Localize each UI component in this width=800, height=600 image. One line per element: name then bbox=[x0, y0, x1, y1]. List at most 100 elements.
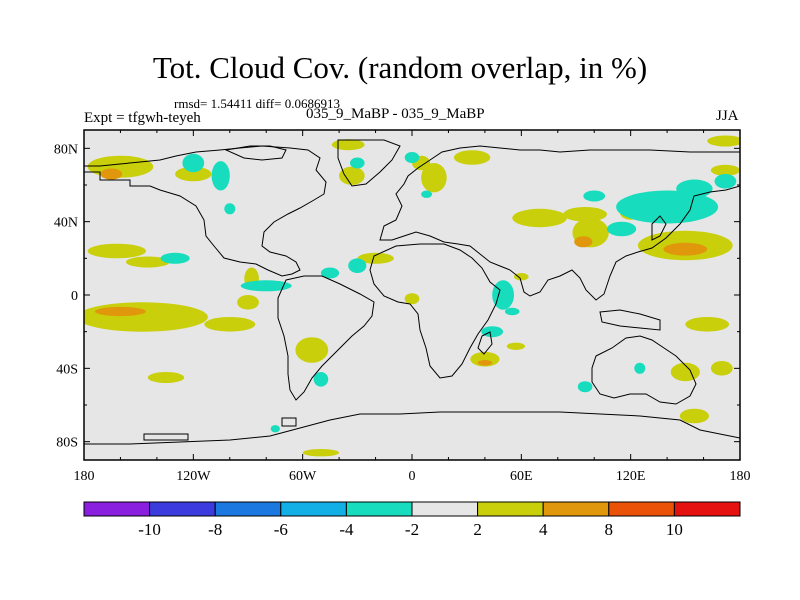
coastline-north-america bbox=[84, 145, 327, 277]
anomaly-region bbox=[211, 161, 230, 191]
anomaly-region bbox=[421, 190, 433, 198]
colorbar-bin bbox=[345, 501, 413, 517]
anomaly-regions bbox=[84, 135, 740, 457]
anomaly-region bbox=[224, 203, 236, 215]
anomaly-region bbox=[182, 153, 205, 173]
anomaly-region bbox=[481, 326, 504, 338]
anomaly-region bbox=[676, 179, 713, 198]
x-tick-label: 180 bbox=[730, 469, 751, 484]
anomaly-region bbox=[663, 242, 708, 256]
anomaly-region bbox=[563, 207, 607, 222]
experiment-label: 035_9_MaBP - 035_9_MaBP bbox=[306, 106, 485, 122]
anomaly-region bbox=[125, 256, 170, 268]
colorbar-label: -8 bbox=[208, 520, 222, 539]
anomaly-region bbox=[147, 372, 185, 383]
anomaly-region bbox=[339, 166, 365, 185]
anomaly-region bbox=[453, 150, 491, 165]
x-tick-label: 60W bbox=[289, 469, 317, 484]
anomaly-region bbox=[514, 273, 529, 281]
anomaly-region bbox=[348, 258, 367, 274]
coastline-southern-islands bbox=[281, 417, 297, 427]
anomaly-region bbox=[685, 317, 730, 332]
anomaly-region bbox=[707, 135, 740, 147]
colorbar-bin bbox=[673, 501, 741, 517]
coastline-maritime-asia bbox=[599, 309, 661, 331]
anomaly-region bbox=[175, 166, 212, 182]
coastline-antarctica bbox=[84, 411, 740, 445]
anomaly-region bbox=[357, 252, 394, 264]
stats-label: rmsd= 1.54411 diff= 0.0686913 bbox=[174, 96, 340, 111]
coastline-madagascar bbox=[477, 331, 493, 355]
anomaly-region bbox=[512, 208, 567, 228]
colorbar-bin bbox=[477, 501, 544, 517]
colorbar-bin bbox=[83, 501, 151, 517]
coastline-greenland bbox=[337, 139, 401, 187]
colorbar-label: -10 bbox=[138, 520, 161, 539]
coastline-arctic-islands bbox=[224, 145, 287, 161]
anomaly-region bbox=[313, 372, 329, 387]
anomaly-region bbox=[270, 425, 280, 433]
anomaly-region bbox=[616, 190, 719, 224]
expt-label: Expt = tfgwh-teyeh bbox=[84, 110, 201, 126]
colorbar-label: 2 bbox=[473, 520, 482, 539]
colorbar-label: 10 bbox=[666, 520, 683, 539]
anomaly-region bbox=[331, 139, 365, 151]
axes: 180 120W 60W 0 60E 120E 180 80S 40S 0 40N 80N bbox=[54, 130, 751, 484]
coastline-antarctic-peninsula bbox=[143, 433, 189, 441]
x-tick-label: 0 bbox=[409, 469, 416, 484]
anomaly-region bbox=[160, 252, 190, 264]
anomaly-region bbox=[504, 307, 520, 316]
coastline-australia bbox=[591, 335, 697, 405]
colorbar-bin bbox=[608, 501, 675, 517]
anomaly-region bbox=[404, 293, 420, 305]
coastline-africa bbox=[369, 243, 501, 379]
colorbar-bin bbox=[214, 501, 282, 517]
anomaly-region bbox=[583, 190, 606, 202]
anomaly-region bbox=[204, 317, 256, 332]
colorbar-bin bbox=[149, 501, 216, 517]
y-tick-label: 40S bbox=[56, 362, 78, 377]
anomaly-region bbox=[320, 267, 340, 279]
anomaly-region bbox=[404, 152, 420, 163]
x-tick-label: 60E bbox=[510, 469, 533, 484]
coastline-eurasia bbox=[379, 145, 740, 301]
anomaly-region bbox=[607, 221, 637, 237]
anomaly-region bbox=[100, 168, 123, 180]
anomaly-region bbox=[295, 337, 329, 363]
anomaly-region bbox=[470, 351, 500, 367]
y-tick-label: 40N bbox=[54, 216, 78, 231]
anomaly-region bbox=[714, 174, 737, 189]
anomaly-region bbox=[574, 236, 593, 248]
colorbar-bin bbox=[411, 501, 479, 517]
colorbar-label: -2 bbox=[405, 520, 419, 539]
anomaly-region bbox=[84, 302, 208, 332]
chart-title: Tot. Cloud Cov. (random overlap, in %) bbox=[152, 50, 648, 85]
y-tick-label: 80N bbox=[54, 142, 78, 157]
anomaly-region bbox=[577, 381, 593, 393]
coastline-japan bbox=[651, 215, 667, 241]
anomaly-region bbox=[506, 342, 525, 350]
anomaly-region bbox=[240, 280, 292, 292]
x-tick-label: 120E bbox=[616, 469, 646, 484]
anomaly-region bbox=[237, 295, 259, 310]
anomaly-region bbox=[710, 164, 740, 176]
anomaly-region bbox=[87, 243, 146, 259]
anomaly-region bbox=[94, 306, 146, 317]
colorbar-label: 4 bbox=[539, 520, 548, 539]
anomaly-region bbox=[679, 408, 710, 424]
anomaly-region bbox=[421, 163, 447, 193]
anomaly-region bbox=[634, 362, 646, 374]
anomaly-region bbox=[302, 449, 340, 457]
coastline-south-america bbox=[277, 275, 375, 401]
anomaly-region bbox=[710, 361, 733, 376]
colorbar-label: -4 bbox=[339, 520, 354, 539]
x-tick-label: 120W bbox=[176, 469, 211, 484]
y-tick-label: 0 bbox=[71, 289, 78, 304]
colorbar-label: 8 bbox=[605, 520, 614, 539]
y-tick-label: 80S bbox=[56, 436, 78, 451]
colorbar-label: -6 bbox=[274, 520, 288, 539]
colorbar: -10 -8 -6 -4 -2 2 4 8 10 bbox=[83, 501, 741, 539]
colorbar-bin bbox=[280, 501, 347, 517]
anomaly-region bbox=[350, 157, 365, 169]
